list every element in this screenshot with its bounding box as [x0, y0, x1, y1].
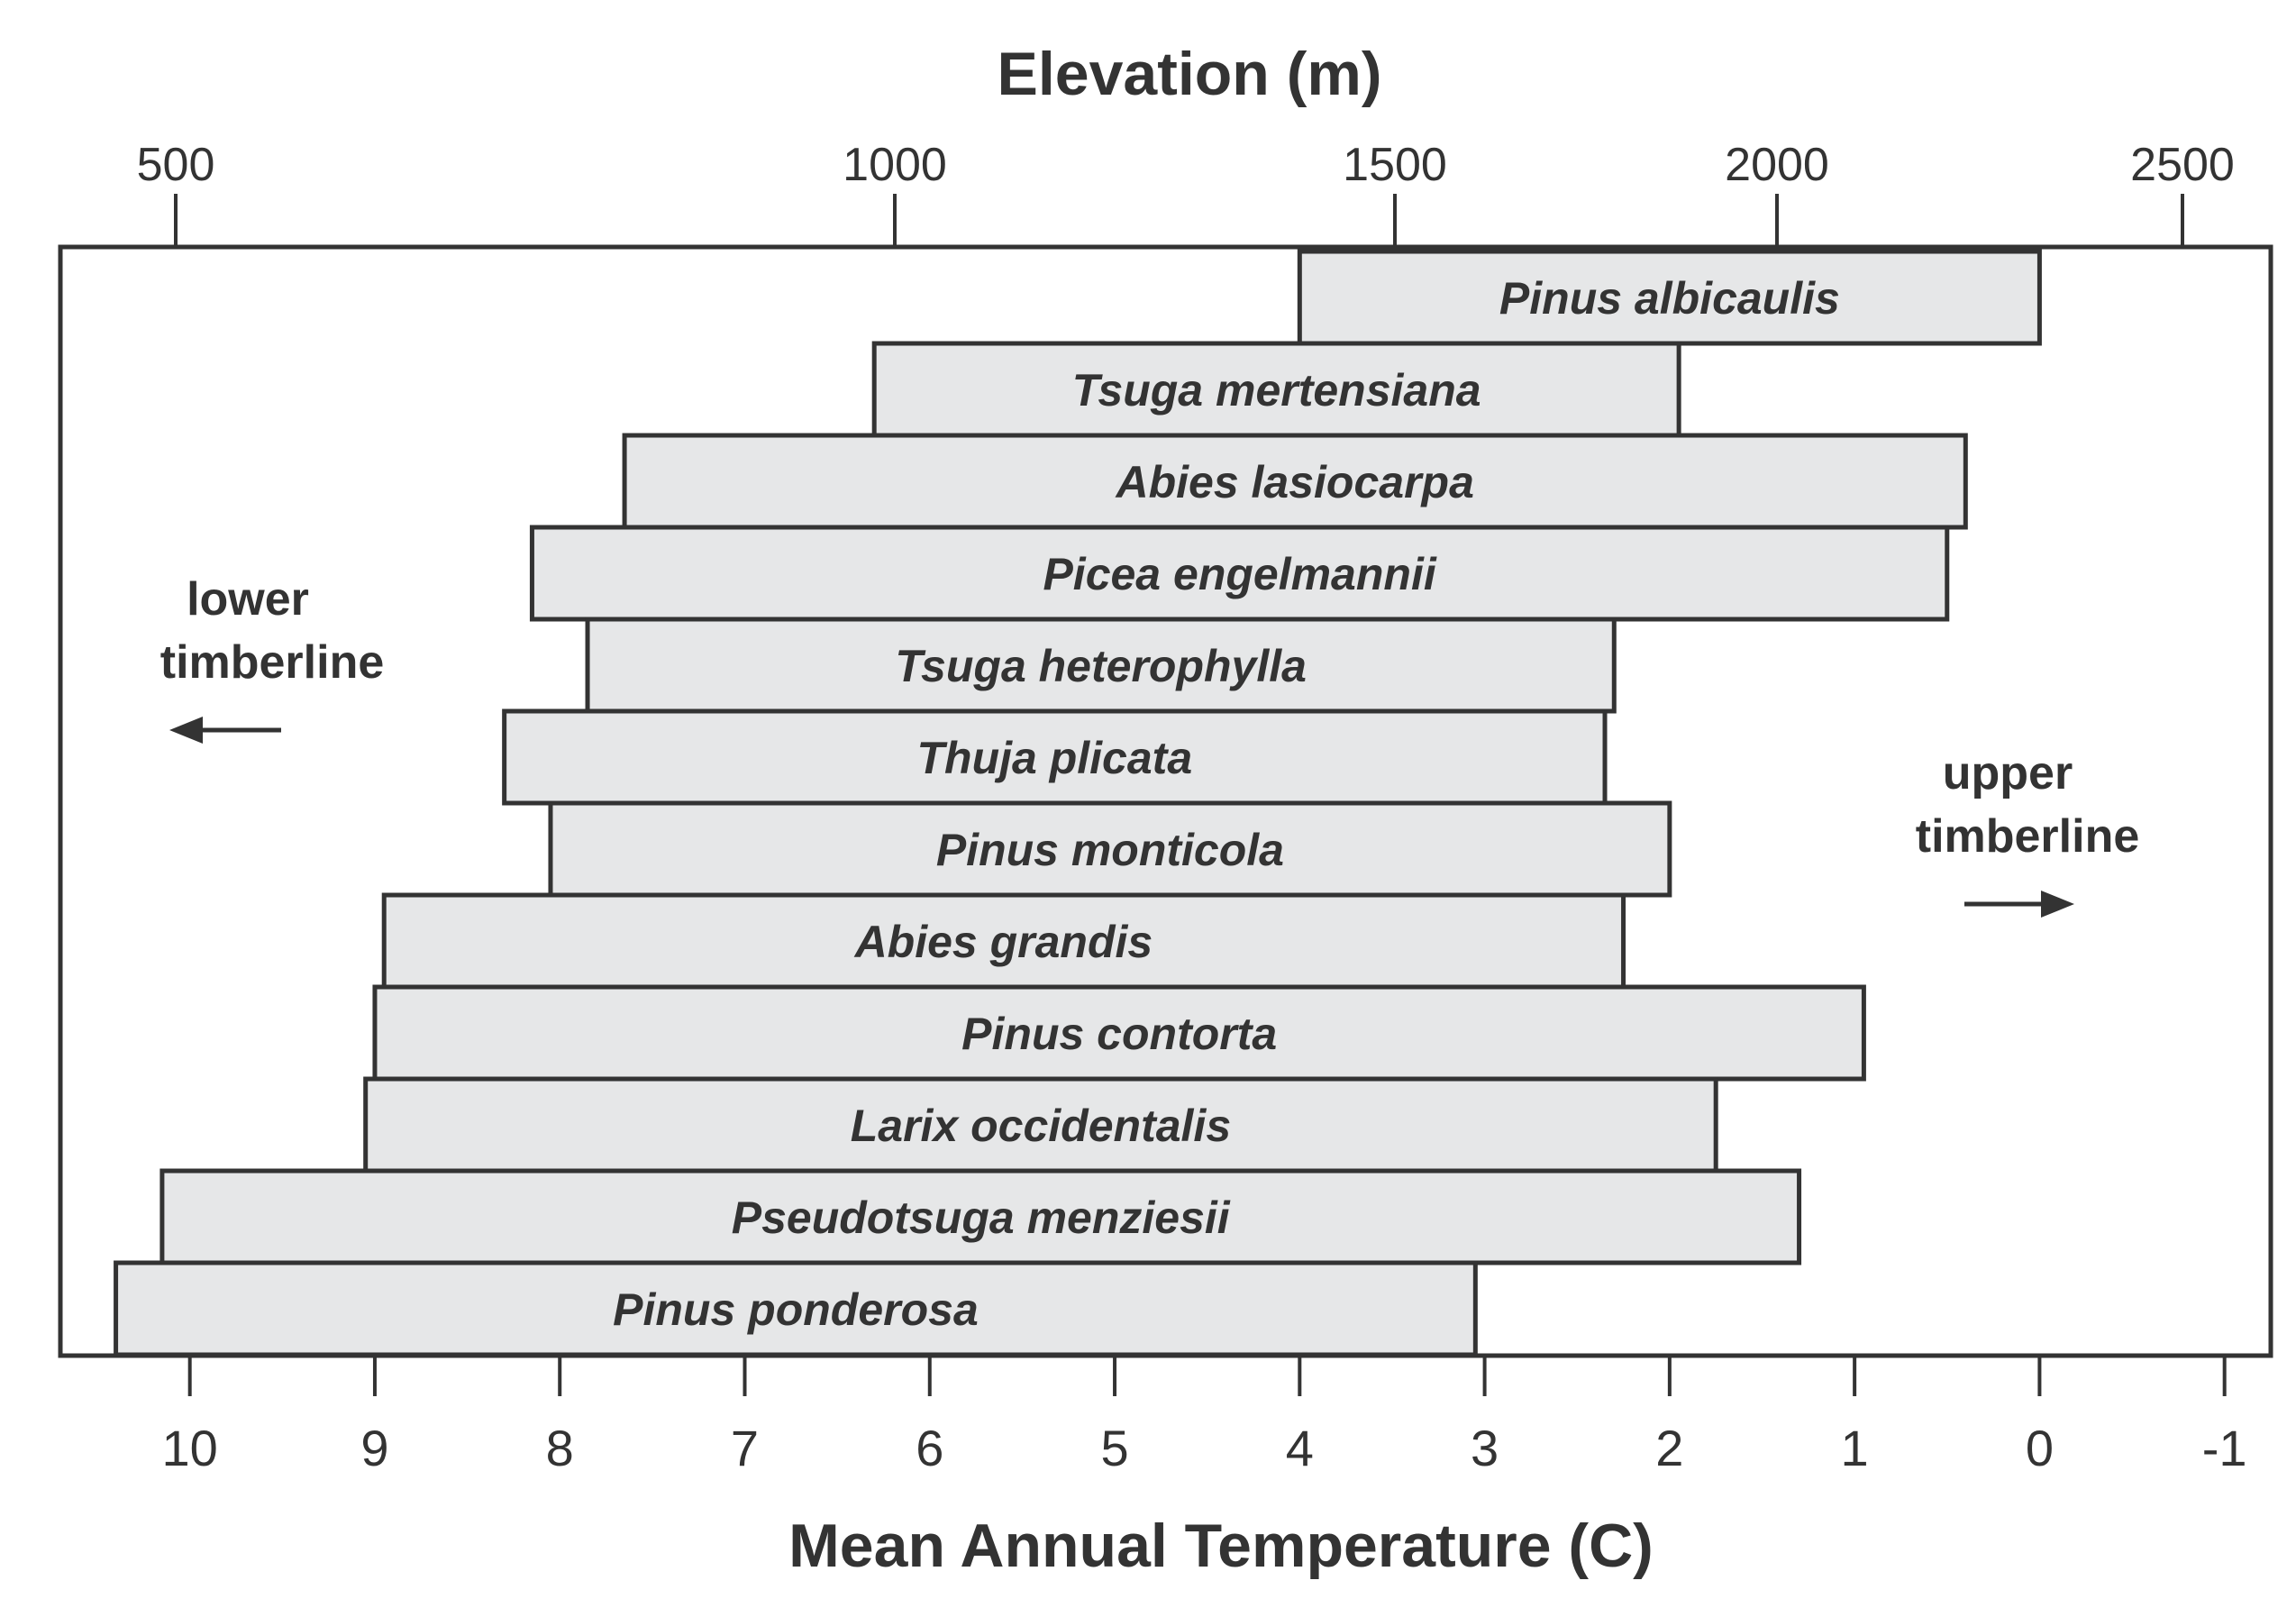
top-tick-label: 1000	[843, 139, 947, 191]
bottom-tick-label: 6	[916, 1420, 943, 1476]
species-bar-group: Pseudotsuga menziesii	[159, 1168, 1802, 1265]
top-axis: 500 1000 1500 2000 2500	[137, 139, 2235, 247]
bottom-axis-title: Mean Annual Temperature (C)	[788, 1512, 1654, 1580]
species-bar-group: Pinus contorta	[372, 984, 1866, 1082]
bottom-tick-label: 8	[546, 1420, 574, 1476]
range-bar	[159, 1168, 1802, 1265]
bottom-tick-label: 5	[1100, 1420, 1128, 1476]
lower-timberline-note: lower timberline	[160, 573, 385, 744]
species-label: Tsuga mertensiana	[1072, 365, 1481, 416]
bottom-tick-label: 7	[731, 1420, 759, 1476]
range-bar	[1297, 249, 2042, 346]
species-bar-group: Tsuga heterophylla	[585, 617, 1617, 714]
range-bar	[622, 433, 1968, 530]
left-arrow-icon	[169, 717, 203, 744]
species-label: Thuja plicata	[917, 733, 1193, 783]
range-bar	[871, 341, 1681, 438]
species-bar-group: Thuja plicata	[502, 708, 1608, 806]
top-axis-title: Elevation (m)	[998, 40, 1382, 108]
bottom-tick-label: 9	[360, 1420, 388, 1476]
species-label: Pinus monticola	[936, 825, 1284, 875]
top-tick-label: 2000	[1725, 139, 1829, 191]
species-bar-group: Pinus ponderosa	[114, 1260, 1478, 1357]
species-bar-group: Tsuga mertensiana	[871, 341, 1681, 438]
species-label: Pinus albicaulis	[1499, 273, 1840, 324]
upper-label-line2: timberline	[1916, 810, 2140, 863]
bottom-tick-label: -1	[2202, 1420, 2247, 1476]
range-bar	[529, 525, 1950, 622]
right-arrow-icon	[2041, 891, 2074, 918]
bottom-tick-label: 1	[1841, 1420, 1869, 1476]
top-tick-label: 1500	[1343, 139, 1447, 191]
bars: Pinus albicaulis Tsuga mertensiana Abies l…	[114, 249, 2042, 1357]
species-bar-group: Picea engelmannii	[529, 525, 1950, 622]
upper-label-line1: upper	[1943, 747, 2073, 799]
range-bar	[114, 1260, 1478, 1357]
species-label: Abies grandis	[853, 917, 1153, 967]
bottom-tick-label: 2	[1655, 1420, 1683, 1476]
bottom-tick-label: 3	[1471, 1420, 1499, 1476]
species-label: Pinus contorta	[961, 1009, 1277, 1059]
species-bar-group: Pinus monticola	[548, 800, 1672, 898]
lower-label-line2: timberline	[160, 636, 385, 689]
species-label: Picea engelmannii	[1043, 549, 1436, 599]
species-label: Pinus ponderosa	[613, 1284, 979, 1335]
bottom-tick-label: 4	[1286, 1420, 1314, 1476]
bottom-tick-label: 0	[2026, 1420, 2054, 1476]
species-label: Tsuga heterophylla	[895, 641, 1307, 691]
species-label: Abies lasiocarpa	[1114, 457, 1473, 507]
species-bar-group: Pinus albicaulis	[1297, 249, 2042, 346]
range-bar	[585, 617, 1617, 714]
species-label: Pseudotsuga menziesii	[732, 1192, 1231, 1243]
species-bar-group: Larix occidentalis	[363, 1076, 1718, 1174]
species-bar-group: Abies lasiocarpa	[622, 433, 1968, 530]
range-bar	[363, 1076, 1718, 1174]
top-tick-label: 500	[137, 139, 215, 191]
lower-label-line1: lower	[187, 573, 309, 626]
species-bar-group: Abies grandis	[381, 892, 1626, 990]
top-tick-label: 2500	[2130, 139, 2235, 191]
bottom-tick-label: 10	[162, 1420, 218, 1476]
species-label: Larix occidentalis	[851, 1101, 1231, 1151]
upper-timberline-note: upper timberline	[1916, 747, 2140, 918]
bottom-axis: 10 9 8 7 6 5 4 3 2 1 0 -1	[162, 1356, 2247, 1476]
range-bar	[502, 708, 1608, 806]
